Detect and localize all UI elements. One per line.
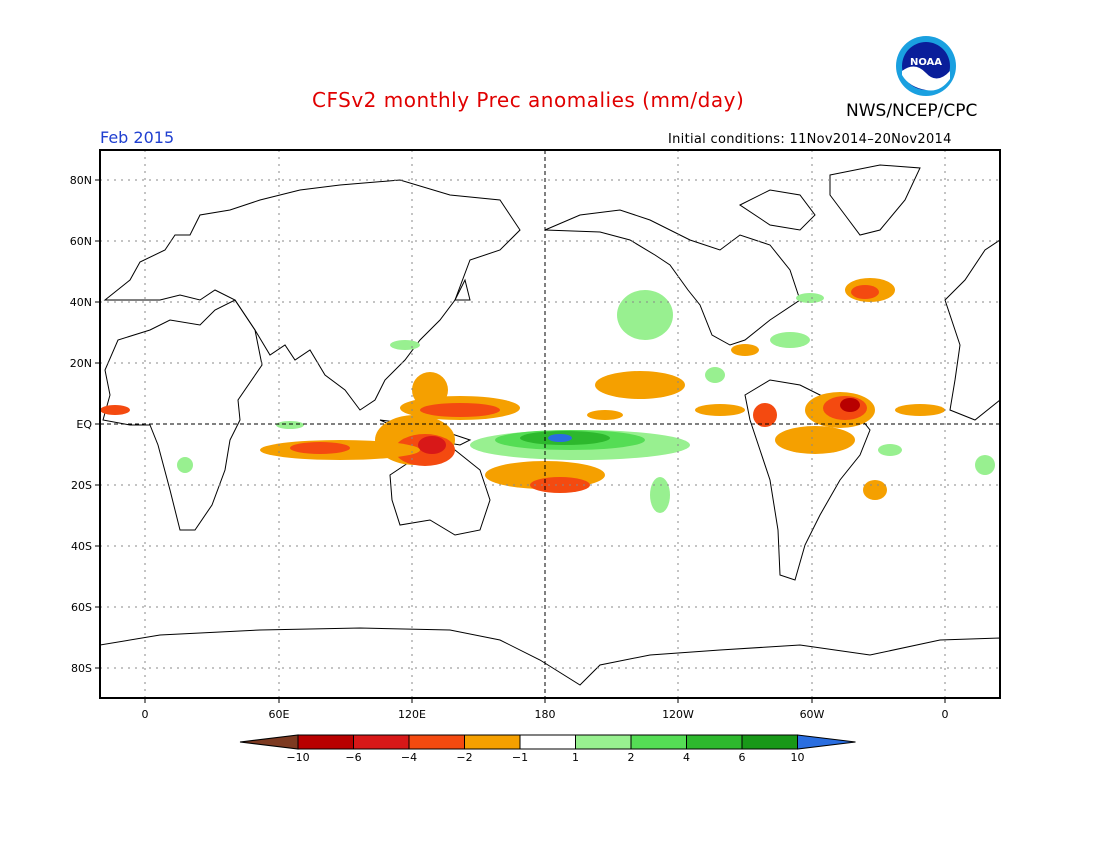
legend-swatch <box>519 734 576 750</box>
valid-month-label: Feb 2015 <box>100 128 175 147</box>
lat-label: 20S <box>71 479 92 492</box>
lon-label: 180 <box>535 708 556 721</box>
legend-swatch <box>686 734 743 750</box>
lat-label: EQ <box>76 418 92 431</box>
legend-swatch <box>630 734 687 750</box>
lon-label: 0 <box>142 708 149 721</box>
noaa-logo-text: NOAA <box>910 57 942 68</box>
legend-label: −10 <box>286 751 309 764</box>
lon-label: 60W <box>800 708 825 721</box>
lat-label: 40S <box>71 540 92 553</box>
lat-label: 40N <box>70 296 92 309</box>
legend-swatch <box>408 734 465 750</box>
initial-conditions-label: Initial conditions: 11Nov2014–20Nov2014 <box>668 132 952 147</box>
legend-swatch <box>353 734 410 750</box>
lat-label: 60N <box>70 235 92 248</box>
color-legend: −10 −6 −4 −2 −1 1 2 4 6 10 <box>239 734 856 764</box>
legend-label: −2 <box>456 751 472 764</box>
lat-label: 80N <box>70 174 92 187</box>
lon-label: 0 <box>942 708 949 721</box>
wet-anomalies <box>177 290 995 513</box>
legend-label: 6 <box>739 751 746 764</box>
map-title: CFSv2 monthly Prec anomalies (mm/day) <box>312 88 745 112</box>
legend-label: 10 <box>791 751 805 764</box>
legend-swatch <box>464 734 521 750</box>
legend-label: −6 <box>345 751 361 764</box>
legend-arrow-high <box>797 734 856 750</box>
legend-swatch <box>297 734 354 750</box>
agency-label: NWS/NCEP/CPC <box>846 101 978 121</box>
lat-label: 80S <box>71 662 92 675</box>
legend-arrow-low <box>239 734 299 750</box>
lat-label: 60S <box>71 601 92 614</box>
lon-label: 60E <box>269 708 290 721</box>
lon-label: 120E <box>398 708 426 721</box>
legend-label: 2 <box>628 751 635 764</box>
legend-label: −1 <box>512 751 528 764</box>
legend-label: −4 <box>401 751 417 764</box>
dry-anomalies <box>100 278 945 500</box>
noaa-logo-icon: NOAA <box>896 36 956 96</box>
legend-label: 4 <box>683 751 690 764</box>
legend-swatch <box>741 734 798 750</box>
legend-swatch <box>575 734 632 750</box>
lat-label: 20N <box>70 357 92 370</box>
legend-label: 1 <box>572 751 579 764</box>
anomaly-field <box>100 164 1000 698</box>
lon-label: 120W <box>662 708 694 721</box>
